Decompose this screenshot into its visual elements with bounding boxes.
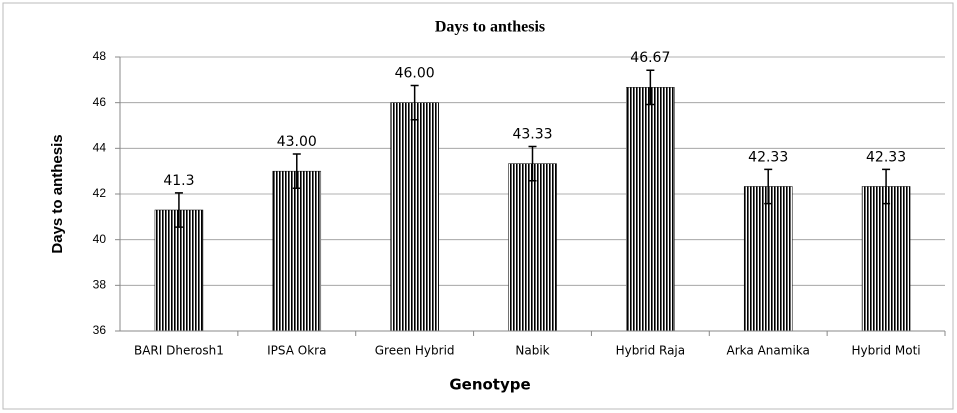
- bar: [626, 87, 675, 332]
- y-axis-label: Days to anthesis: [49, 134, 66, 253]
- y-tick-label: 46: [93, 95, 107, 109]
- value-label: 42.33: [866, 149, 906, 165]
- y-tick-label: 38: [93, 278, 107, 292]
- y-tick-label: 36: [93, 323, 107, 337]
- bar: [390, 102, 439, 332]
- value-label: 41.3: [163, 173, 194, 189]
- value-label: 46.00: [395, 66, 435, 82]
- x-tick-label: IPSA Okra: [267, 344, 326, 358]
- x-tick-label: Arka Anamika: [727, 344, 810, 358]
- chart-title: Days to anthesis: [435, 19, 545, 36]
- y-tick-label: 44: [93, 141, 107, 155]
- error-bar: [174, 192, 183, 228]
- bar: [508, 163, 557, 332]
- x-tick-label: Hybrid Moti: [851, 344, 920, 358]
- bar: [272, 170, 322, 332]
- y-tick-label: 40: [93, 232, 107, 246]
- error-bar: [292, 153, 301, 190]
- x-tick-label: Green Hybrid: [375, 344, 455, 358]
- x-axis-label: Genotype: [449, 376, 530, 394]
- bar: [743, 186, 793, 332]
- value-label: 43.00: [277, 134, 317, 150]
- value-label: 43.33: [512, 127, 552, 143]
- error-bar: [882, 168, 891, 205]
- y-tick-label: 42: [93, 186, 107, 200]
- bar: [861, 186, 911, 332]
- error-bar: [646, 69, 655, 106]
- y-tick-label: 48: [93, 49, 107, 63]
- x-tick-label: Nabik: [515, 344, 549, 358]
- error-bar: [764, 168, 773, 205]
- value-label: 46.67: [630, 50, 670, 66]
- bar: [154, 209, 204, 332]
- error-bar: [410, 84, 419, 121]
- x-tick-label: BARI Dherosh1: [134, 344, 224, 358]
- value-label: 42.33: [748, 149, 788, 165]
- error-bar: [528, 145, 537, 182]
- x-tick-label: Hybrid Raja: [616, 344, 686, 358]
